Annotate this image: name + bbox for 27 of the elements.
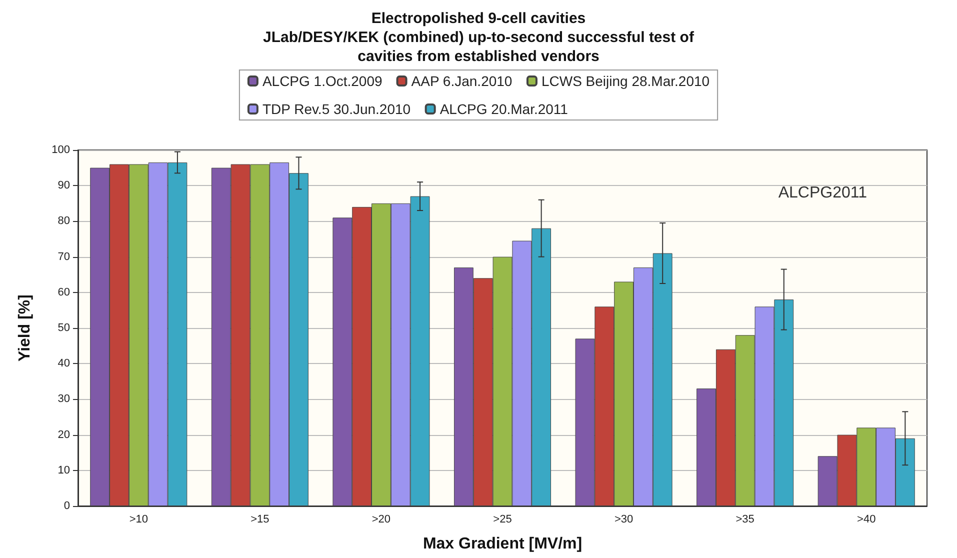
legend-label: TDP Rev.5 30.Jun.2010 xyxy=(262,101,411,117)
y-tick-label: 60 xyxy=(58,286,70,298)
y-tick-label: 50 xyxy=(58,322,70,334)
legend-label: AAP 6.Jan.2010 xyxy=(411,73,512,89)
x-axis-title: Max Gradient [MV/m] xyxy=(422,536,582,552)
x-tick-label: >10 xyxy=(129,514,148,526)
y-tick-label: 0 xyxy=(64,500,70,512)
y-axis-title: Yield [%] xyxy=(16,294,34,362)
y-tick-label: 40 xyxy=(58,358,70,370)
annotation: ALCPG2011 xyxy=(778,184,868,202)
y-tick-label: 10 xyxy=(58,464,70,476)
x-tick-label: >40 xyxy=(857,514,876,526)
y-tick-label: 70 xyxy=(58,250,70,263)
y-tick-label: 30 xyxy=(58,393,70,406)
y-tick-label: 20 xyxy=(58,428,70,441)
chart-title: Electropolished 9-cell cavities JLab/DESY/KEK (combined) up-to-second successful test of cavities from established vendors xyxy=(263,10,695,65)
x-tick-label: >30 xyxy=(614,514,634,526)
x-tick-label: >25 xyxy=(493,514,512,526)
x-tick-label: >20 xyxy=(372,514,391,526)
legend-label: ALCPG 1.Oct.2009 xyxy=(262,73,382,89)
legend-label: ALCPG 20.Mar.2011 xyxy=(440,101,568,117)
y-tick-label: 90 xyxy=(58,180,70,192)
y-tick-label: 100 xyxy=(52,144,70,156)
y-tick-label: 80 xyxy=(58,215,70,228)
x-tick-label: >15 xyxy=(250,514,270,526)
legend-label: LCWS Beijing 28.Mar.2010 xyxy=(541,73,710,89)
x-tick-label: >35 xyxy=(736,514,754,526)
